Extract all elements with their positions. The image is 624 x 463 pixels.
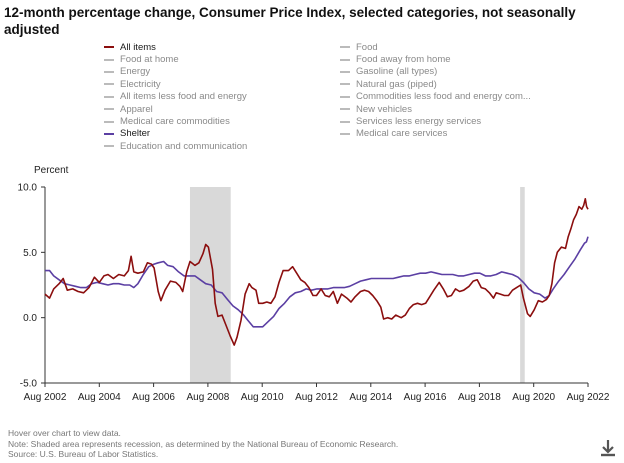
legend-item-education-and-communication[interactable]: Education and communication: [104, 140, 340, 152]
legend-column-right: Food Food away from home Gasoline (all typ…: [340, 41, 564, 153]
legend-item-commodities-less-food-and-energy-com[interactable]: Commodities less food and energy com...: [340, 91, 564, 103]
legend-label: Energy: [120, 66, 151, 78]
x-tick-label: Aug 2004: [78, 392, 121, 403]
legend-swatch: [104, 145, 114, 148]
legend-item-natural-gas-piped[interactable]: Natural gas (piped): [340, 78, 564, 90]
legend-label: Services less energy services: [356, 116, 482, 128]
x-tick-label: Aug 2022: [567, 392, 610, 403]
legend-item-food-away-from-home[interactable]: Food away from home: [340, 53, 564, 65]
legend-label: Natural gas (piped): [356, 78, 437, 90]
download-button[interactable]: [598, 438, 618, 458]
legend-label: Shelter: [120, 128, 151, 140]
y-tick-label: 5.0: [23, 248, 37, 259]
legend-item-services-less-energy-services[interactable]: Services less energy services: [340, 115, 564, 127]
legend-swatch: [340, 70, 350, 73]
legend-item-shelter[interactable]: Shelter: [104, 128, 340, 140]
y-tick-label: 0.0: [23, 313, 37, 324]
y-axis-label: Percent: [34, 165, 69, 176]
legend-swatch: [340, 83, 350, 86]
legend-item-medical-care-commodities[interactable]: Medical care commodities: [104, 115, 340, 127]
legend: All items Food at home Energy Electricity Al…: [104, 41, 564, 153]
legend-label: All items: [120, 41, 156, 53]
x-tick-label: Aug 2016: [404, 392, 447, 403]
y-tick-label: 10.0: [18, 183, 38, 194]
legend-item-all-items[interactable]: All items: [104, 41, 340, 53]
legend-swatch: [104, 132, 114, 135]
legend-label: Food at home: [120, 54, 179, 66]
legend-swatch: [340, 120, 350, 123]
legend-label: Medical care services: [356, 128, 448, 140]
legend-label: New vehicles: [356, 103, 412, 115]
series-line-shelter: [45, 236, 589, 328]
legend-item-medical-care-services[interactable]: Medical care services: [340, 128, 564, 140]
legend-label: Medical care commodities: [120, 116, 230, 128]
legend-swatch: [104, 83, 114, 86]
download-icon: [601, 440, 615, 457]
footer: Hover over chart to view data. Note: Sha…: [8, 428, 398, 460]
legend-swatch: [104, 95, 114, 98]
footer-hint: Hover over chart to view data.: [8, 428, 121, 438]
legend-swatch: [340, 95, 350, 98]
legend-item-all-items-less-food-and-energy[interactable]: All items less food and energy: [104, 91, 340, 103]
legend-label: Commodities less food and energy com...: [356, 91, 531, 103]
legend-swatch: [340, 46, 350, 49]
legend-label: Food: [356, 41, 378, 53]
legend-swatch: [104, 108, 114, 111]
legend-label: Education and communication: [120, 140, 248, 152]
legend-column-left: All items Food at home Energy Electricity Al…: [104, 41, 340, 153]
x-tick-label: Aug 2012: [295, 392, 338, 403]
legend-swatch: [340, 132, 350, 135]
legend-item-food-at-home[interactable]: Food at home: [104, 53, 340, 65]
legend-swatch: [104, 58, 114, 61]
legend-item-gasoline-all-types[interactable]: Gasoline (all types): [340, 66, 564, 78]
legend-swatch: [340, 58, 350, 61]
legend-label: Food away from home: [356, 54, 451, 66]
legend-label: All items less food and energy: [120, 91, 247, 103]
legend-label: Electricity: [120, 78, 161, 90]
x-tick-label: Aug 2014: [349, 392, 392, 403]
x-tick-label: Aug 2008: [186, 392, 229, 403]
recession-band: [520, 187, 525, 383]
legend-swatch: [104, 70, 114, 73]
footer-source: Source: U.S. Bureau of Labor Statistics.: [8, 449, 159, 459]
series-line-all-items: [44, 198, 589, 346]
chart[interactable]: 10.0 5.0 0.0 -5.0 Aug 2002 Aug 2004 Aug 2006 Au…: [0, 0, 624, 420]
x-tick-label: Aug 2002: [24, 392, 67, 403]
x-tick-label: Aug 2010: [241, 392, 284, 403]
legend-label: Apparel: [120, 103, 153, 115]
x-tick-label: Aug 2006: [132, 392, 175, 403]
legend-item-electricity[interactable]: Electricity: [104, 78, 340, 90]
x-tick-label: Aug 2018: [458, 392, 501, 403]
chart-title: 12-month percentage change, Consumer Pri…: [4, 5, 576, 37]
legend-item-apparel[interactable]: Apparel: [104, 103, 340, 115]
legend-swatch: [104, 46, 114, 49]
y-tick-label: -5.0: [20, 379, 38, 390]
legend-label: Gasoline (all types): [356, 66, 438, 78]
legend-item-food[interactable]: Food: [340, 41, 564, 53]
legend-item-new-vehicles[interactable]: New vehicles: [340, 103, 564, 115]
footer-note: Note: Shaded area represents recession, …: [8, 438, 399, 449]
x-tick-label: Aug 2020: [512, 392, 555, 403]
legend-swatch: [340, 108, 350, 111]
legend-swatch: [104, 120, 114, 123]
legend-item-energy[interactable]: Energy: [104, 66, 340, 78]
